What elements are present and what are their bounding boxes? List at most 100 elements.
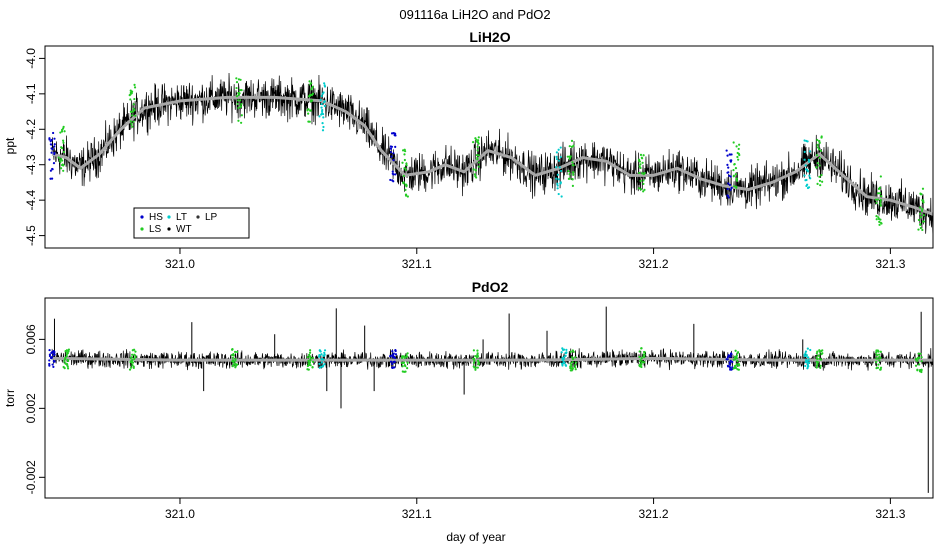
- marker-point: [131, 358, 134, 362]
- legend-marker-wt: [167, 227, 171, 231]
- marker-point: [804, 164, 807, 167]
- marker-point: [818, 156, 821, 160]
- marker-lt: [318, 349, 327, 369]
- marker-ls: [401, 148, 409, 198]
- marker-point: [406, 367, 409, 370]
- marker-point: [731, 360, 734, 364]
- marker-point: [821, 352, 824, 355]
- marker-lt: [803, 347, 812, 370]
- marker-point: [323, 363, 326, 366]
- marker-point: [132, 103, 135, 106]
- marker-point: [391, 366, 394, 369]
- marker-point: [726, 194, 730, 197]
- marker-point: [571, 367, 574, 370]
- marker-point: [807, 186, 811, 189]
- marker-point: [727, 354, 730, 357]
- marker-point: [639, 359, 642, 362]
- marker-point: [311, 85, 314, 88]
- marker-point: [237, 93, 241, 96]
- marker-point: [878, 192, 882, 195]
- legend-label-hs: HS: [149, 212, 163, 223]
- marker-point: [642, 172, 645, 176]
- marker-point: [817, 354, 820, 357]
- marker-point: [637, 187, 641, 190]
- marker-point: [475, 140, 479, 143]
- marker-point: [62, 141, 65, 144]
- marker-point: [130, 114, 134, 117]
- marker-point: [570, 369, 573, 372]
- marker-point: [477, 362, 481, 365]
- marker-point: [235, 95, 239, 98]
- marker-point: [321, 92, 324, 95]
- marker-lt: [560, 347, 568, 367]
- marker-hs: [389, 131, 397, 183]
- marker-point: [391, 170, 394, 173]
- marker-point: [232, 360, 235, 363]
- marker-ls: [815, 135, 824, 187]
- marker-point: [643, 361, 646, 364]
- marker-point: [820, 173, 823, 177]
- marker-point: [311, 360, 315, 363]
- marker-point: [556, 184, 559, 187]
- marker-ls: [566, 139, 575, 187]
- legend-label-lt: LT: [176, 212, 187, 223]
- marker-point: [51, 168, 54, 171]
- marker-point: [323, 104, 326, 108]
- marker-point: [393, 356, 397, 360]
- marker-point: [53, 360, 56, 363]
- marker-point: [815, 166, 818, 169]
- marker-point: [236, 350, 239, 354]
- marker-point: [732, 169, 735, 172]
- marker-point: [403, 356, 406, 359]
- marker-point: [805, 359, 808, 362]
- marker-point: [877, 353, 881, 356]
- marker-point: [237, 78, 241, 81]
- marker-point: [240, 89, 243, 92]
- marker-point: [729, 359, 732, 362]
- marker-point: [63, 358, 66, 361]
- marker-point: [559, 146, 562, 149]
- marker-point: [638, 350, 641, 353]
- marker-point: [919, 226, 922, 230]
- marker-point: [727, 171, 730, 174]
- marker-point: [804, 364, 807, 368]
- marker-point: [307, 112, 310, 115]
- marker-point: [736, 151, 739, 155]
- marker-point: [134, 356, 137, 359]
- marker-point: [394, 349, 397, 352]
- marker-point: [133, 109, 136, 112]
- plot-frame-lih2o: [44, 45, 934, 249]
- y-axis-pdo2: 0.006 0.002 -0.002: [24, 324, 45, 494]
- marker-ls: [471, 136, 480, 179]
- marker-point: [735, 186, 738, 189]
- marker-point: [237, 106, 240, 110]
- marker-point: [48, 158, 51, 161]
- x-axis-pdo2: 321.0 321.1 321.2 321.3: [165, 498, 906, 521]
- marker-point: [311, 366, 314, 369]
- marker-point: [472, 349, 475, 352]
- marker-point: [570, 145, 574, 148]
- marker-point: [876, 198, 880, 201]
- panel-title-pdo2: PdO2: [472, 279, 509, 295]
- marker-ls: [815, 349, 824, 369]
- marker-point: [62, 139, 65, 142]
- marker-point: [733, 355, 737, 358]
- marker-point: [474, 354, 477, 358]
- marker-point: [476, 356, 479, 359]
- marker-point: [914, 364, 918, 367]
- marker-point: [235, 81, 239, 84]
- marker-point: [730, 186, 733, 189]
- marker-point: [803, 150, 806, 153]
- marker-point: [805, 139, 808, 143]
- marker-point: [919, 352, 922, 355]
- marker-point: [61, 163, 64, 166]
- marker-point: [318, 115, 321, 118]
- marker-point: [59, 131, 62, 134]
- marker-point: [726, 358, 729, 361]
- marker-point: [307, 368, 310, 371]
- marker-point: [309, 349, 312, 352]
- marker-point: [642, 179, 645, 182]
- marker-point: [874, 198, 878, 201]
- marker-point: [816, 361, 820, 364]
- marker-point: [59, 160, 62, 164]
